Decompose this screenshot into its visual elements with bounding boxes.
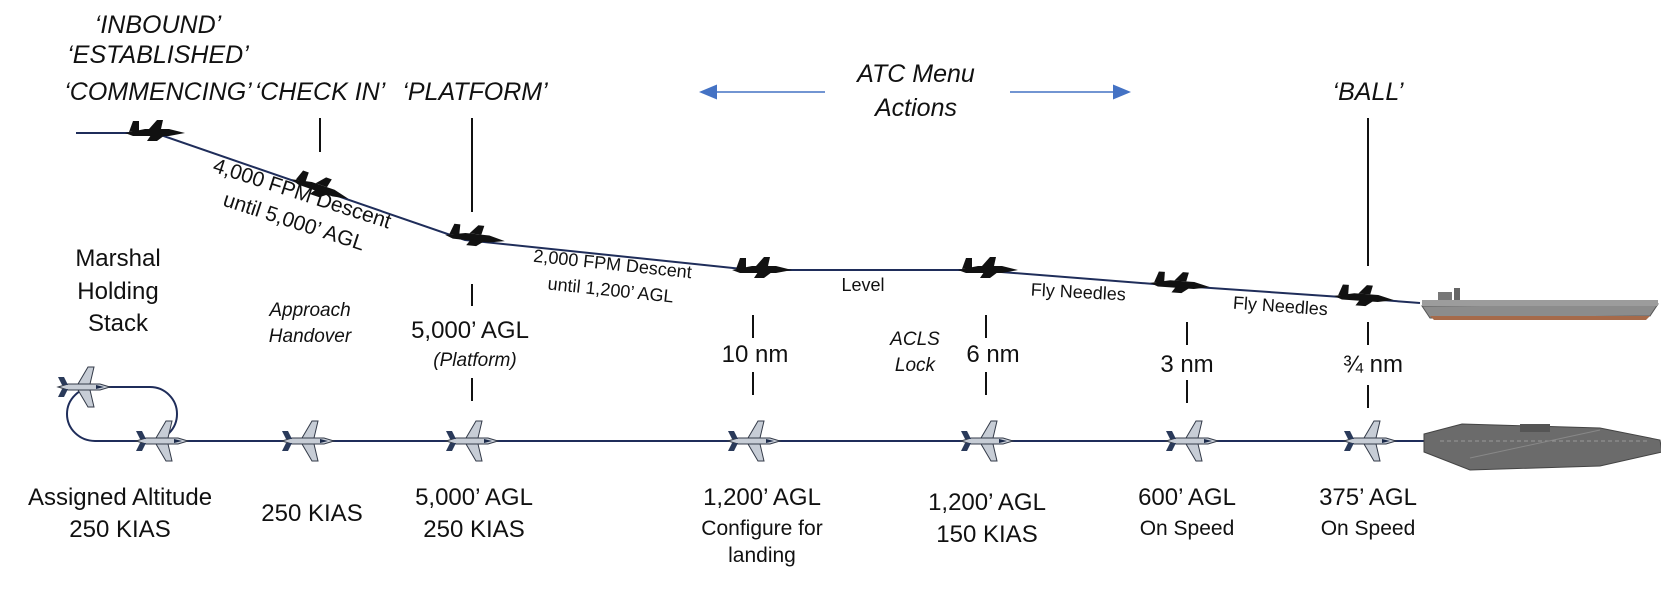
atc-menu-line2: Actions	[873, 94, 957, 122]
platform-bottom-speed: 250 KIAS	[423, 516, 524, 543]
jet-profile-icon	[1333, 282, 1395, 309]
jet-plan-icon	[445, 420, 499, 462]
jet-profile-icon	[444, 221, 507, 250]
tenmile-config-2: landing	[728, 544, 796, 567]
call-check-in: ‘CHECK IN’	[255, 78, 386, 106]
distance-10nm: 10 nm	[722, 341, 789, 368]
marshal-line1: Marshal	[75, 245, 160, 272]
call-platform: ‘PLATFORM’	[402, 78, 548, 106]
call-established: ‘ESTABLISHED’	[67, 41, 249, 69]
tenmile-alt: 1,200’ AGL	[703, 484, 821, 511]
jet-profile-icon	[125, 120, 185, 141]
ball-speed: On Speed	[1321, 517, 1416, 540]
fly-needles-2: Fly Needles	[1232, 293, 1328, 320]
distance-3-4nm: ¾ nm	[1343, 351, 1403, 378]
assigned-speed: 250 KIAS	[69, 516, 170, 543]
call-inbound: ‘INBOUND’	[95, 11, 222, 39]
carrier-deck-icon	[1423, 423, 1661, 471]
fly-needles-1: Fly Needles	[1030, 280, 1126, 305]
jet-plan-icon	[57, 366, 111, 408]
platform-bottom-alt: 5,000’ AGL	[415, 484, 533, 511]
jet-plan-icon	[1343, 420, 1397, 462]
tenmile-config-1: Configure for	[701, 517, 822, 540]
carrier-side-icon	[1421, 288, 1659, 320]
acls-line2: Lock	[895, 355, 937, 376]
jet-plan-icon	[1165, 420, 1219, 462]
threemile-speed: On Speed	[1140, 517, 1235, 540]
call-ball: ‘BALL’	[1333, 78, 1404, 106]
jet-plan-icon	[727, 420, 781, 462]
level-label: Level	[841, 275, 884, 295]
jet-profile-icon	[958, 257, 1018, 278]
distance-3nm: 3 nm	[1160, 351, 1213, 378]
approach-handover-line2: Handover	[269, 326, 352, 347]
sixmile-alt: 1,200’ AGL	[928, 489, 1046, 516]
marshal-line3: Stack	[88, 310, 149, 337]
distance-6nm: 6 nm	[966, 341, 1019, 368]
call-commencing: ‘COMMENCING’	[64, 78, 252, 106]
jet-plan-icon	[135, 420, 189, 462]
glide-path-profile	[76, 132, 1421, 304]
acls-line1: ACLS	[889, 329, 940, 350]
jet-plan-icon	[281, 420, 335, 462]
checkin-speed: 250 KIAS	[261, 500, 362, 527]
sixmile-speed: 150 KIAS	[936, 521, 1037, 548]
assigned-altitude: Assigned Altitude	[28, 484, 212, 511]
jet-profile-icon	[732, 257, 792, 278]
platform-altitude: 5,000’ AGL	[411, 317, 529, 344]
marshal-line2: Holding	[77, 278, 158, 305]
ball-alt: 375’ AGL	[1319, 484, 1417, 511]
jet-profile-icon	[1149, 269, 1211, 296]
atc-menu-line1: ATC Menu	[855, 60, 975, 88]
threemile-alt: 600’ AGL	[1138, 484, 1236, 511]
platform-sub: (Platform)	[433, 350, 516, 371]
jet-plan-icon	[960, 420, 1014, 462]
approach-handover-line1: Approach	[268, 300, 350, 321]
